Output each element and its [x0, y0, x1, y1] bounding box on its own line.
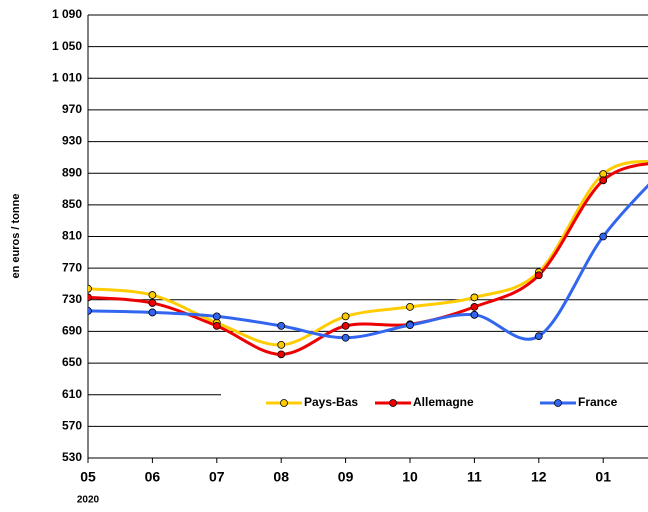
legend-label: France [578, 395, 618, 409]
point-marker [599, 176, 608, 185]
point-marker [148, 291, 157, 299]
point-marker [341, 312, 350, 321]
y-tick-label: 570 [62, 419, 82, 433]
legend-label: Allemagne [413, 395, 474, 409]
y-tick-label: 1 010 [52, 70, 82, 84]
x-tick-label: 09 [338, 469, 354, 485]
y-tick-label: 650 [62, 355, 82, 369]
y-tick-label: 890 [62, 165, 82, 179]
y-tick-label: 970 [62, 102, 82, 116]
point-marker [406, 321, 414, 330]
series-line [88, 159, 648, 347]
y-tick-label: 930 [62, 134, 82, 148]
x-tick-label: 11 [467, 469, 482, 485]
point-marker [341, 321, 350, 330]
point-marker [534, 332, 543, 341]
x-tick-label: 07 [209, 469, 225, 485]
point-marker [341, 333, 350, 342]
y-tick-label: 530 [62, 450, 82, 464]
legend-marker [280, 399, 288, 407]
x-tick-label: 08 [273, 469, 289, 485]
point-marker [470, 293, 479, 302]
point-marker [212, 312, 221, 321]
x-tick-label: 01 [595, 469, 611, 485]
point-marker [534, 271, 543, 280]
y-tick-label: 730 [62, 292, 82, 306]
y-tick-label: 690 [62, 324, 82, 338]
x-tick-label: 06 [145, 469, 161, 485]
point-marker [470, 310, 479, 319]
point-marker [277, 340, 286, 349]
legend-label: Pays-Bas [304, 395, 358, 409]
point-marker [212, 321, 221, 330]
x-tick-label: 12 [531, 469, 547, 485]
x-annotation: 2020 [77, 495, 100, 506]
y-tick-label: 1 050 [52, 39, 82, 53]
point-marker [277, 350, 286, 359]
series-line [88, 162, 648, 356]
point-marker [148, 299, 157, 307]
y-tick-label: 810 [62, 229, 82, 243]
y-tick-label: 1 090 [52, 7, 82, 21]
y-axis-label: en euros / tonne [10, 194, 22, 279]
point-marker [277, 321, 286, 330]
legend-marker [389, 399, 397, 407]
y-tick-label: 770 [62, 260, 82, 274]
x-tick-label: 05 [80, 469, 96, 485]
legend-marker [554, 399, 562, 407]
y-tick-label: 850 [62, 197, 82, 211]
point-marker [470, 303, 479, 311]
point-marker [88, 293, 92, 302]
point-marker [406, 303, 414, 311]
plot-area [88, 159, 648, 359]
point-marker [599, 232, 608, 241]
point-marker [88, 284, 92, 293]
point-marker [148, 308, 157, 317]
x-tick-label: 10 [402, 469, 418, 485]
series-line [88, 183, 648, 341]
y-tick-label: 610 [62, 387, 82, 401]
point-marker [88, 306, 92, 315]
